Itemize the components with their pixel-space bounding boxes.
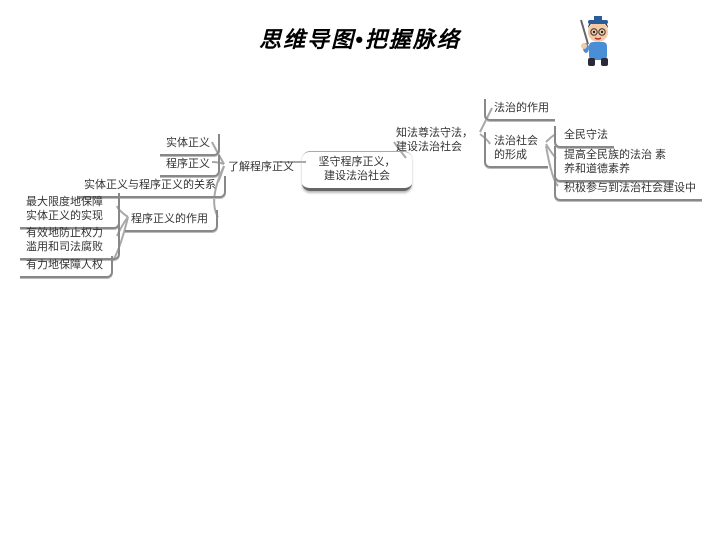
leaf-all-obey-law: 全民守法: [554, 126, 614, 148]
right-branch-label: 知法尊法守法， 建设法治社会: [390, 125, 490, 157]
leaf-prevent-abuse: 有效地防止权力 滥用和司法腐败: [20, 224, 120, 260]
central-node: 坚守程序正义， 建设法治社会: [302, 151, 412, 191]
leaf-human-rights: 有力地保障人权: [20, 256, 113, 278]
node-substantive-justice: 实体正义: [160, 134, 220, 156]
page-title: 思维导图•把握脉络: [259, 22, 461, 54]
teacher-icon: [574, 14, 618, 71]
node-rule-of-law-role: 法治的作用: [484, 99, 555, 121]
leaf-participate: 积极参与到法治社会建设中: [554, 179, 702, 201]
leaf-improve-literacy: 提高全民族的法治 素养和道德素养: [554, 146, 674, 182]
left-branch-label: 了解程序正义: [222, 159, 300, 177]
node-society-formation: 法治社会 的形成: [484, 132, 548, 168]
node-procedural-justice: 程序正义: [160, 155, 220, 177]
node-procedural-role: 程序正义的作用: [125, 210, 218, 232]
